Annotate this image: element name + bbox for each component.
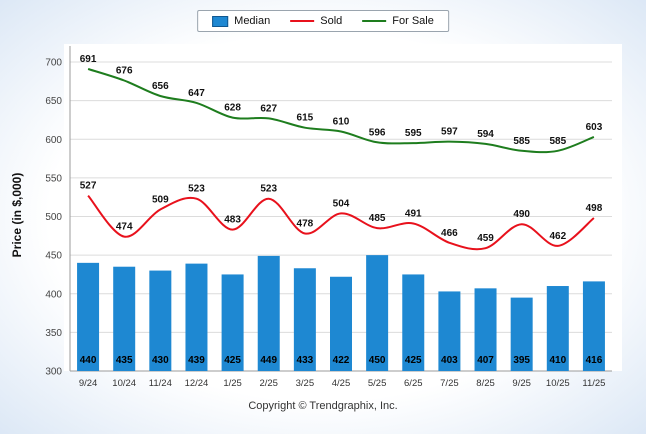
y-tick-label: 550 — [45, 173, 62, 184]
bar — [582, 281, 605, 371]
bar — [366, 255, 389, 371]
line-value-label: 628 — [224, 103, 241, 114]
median-bar-swatch-icon — [212, 15, 229, 27]
line-value-label: 647 — [188, 88, 205, 99]
legend-label-forsale: For Sale — [392, 15, 434, 27]
legend-item-median[interactable]: Median — [212, 15, 270, 27]
bar — [293, 268, 316, 371]
bar-value-label: 440 — [80, 355, 97, 366]
x-tick-label: 5/25 — [368, 378, 387, 389]
bar-value-label: 422 — [333, 355, 350, 366]
bar-value-label: 425 — [224, 355, 241, 366]
bar-value-label: 450 — [369, 355, 386, 366]
line-value-label: 498 — [586, 203, 603, 214]
sold-line-swatch-icon — [290, 20, 315, 22]
line-value-label: 615 — [297, 113, 314, 124]
line-value-label: 597 — [441, 127, 458, 138]
bar-value-label: 439 — [188, 355, 205, 366]
x-tick-label: 9/24 — [79, 378, 98, 389]
legend-label-median: Median — [234, 15, 271, 27]
x-tick-label: 7/25 — [440, 378, 459, 389]
bar-value-label: 425 — [405, 355, 422, 366]
x-tick-label: 3/25 — [296, 378, 315, 389]
bar-value-label: 403 — [441, 355, 458, 366]
y-tick-label: 350 — [45, 328, 62, 339]
bar — [438, 291, 461, 371]
y-tick-label: 300 — [45, 367, 62, 378]
bar-value-label: 407 — [477, 355, 494, 366]
bar — [77, 262, 100, 371]
forsale-line-swatch-icon — [362, 20, 387, 22]
chart-legend: Median Sold For Sale — [197, 10, 449, 32]
bar-value-label: 435 — [116, 355, 133, 366]
y-tick-label: 600 — [45, 135, 62, 146]
line-value-label: 490 — [513, 209, 530, 220]
x-tick-label: 6/25 — [404, 378, 423, 389]
y-tick-label: 500 — [45, 212, 62, 223]
x-tick-label: 8/25 — [476, 378, 495, 389]
bar — [257, 255, 280, 371]
line-value-label: 691 — [80, 54, 97, 65]
y-tick-label: 650 — [45, 96, 62, 107]
x-tick-label: 12/24 — [185, 378, 209, 389]
bar-value-label: 433 — [297, 355, 314, 366]
line-value-label: 603 — [586, 122, 603, 133]
legend-label-sold: Sold — [320, 15, 343, 27]
x-tick-label: 4/25 — [332, 378, 351, 389]
line-value-label: 485 — [369, 213, 386, 224]
y-tick-label: 450 — [45, 251, 62, 262]
bar — [330, 276, 352, 371]
bar — [221, 274, 244, 371]
line-value-label: 459 — [477, 233, 494, 244]
bar-value-label: 395 — [513, 355, 530, 366]
line-value-label: 478 — [297, 218, 314, 229]
legend-item-forsale[interactable]: For Sale — [362, 15, 434, 27]
line-value-label: 610 — [333, 117, 350, 128]
x-tick-label: 10/24 — [112, 378, 136, 389]
y-tick-label: 700 — [45, 58, 62, 69]
bar — [510, 297, 533, 371]
line-value-label: 509 — [152, 195, 169, 206]
line-value-label: 595 — [405, 128, 422, 139]
line-value-label: 523 — [260, 184, 277, 195]
line-value-label: 483 — [224, 215, 241, 226]
bar — [185, 263, 208, 371]
y-tick-label: 400 — [45, 289, 62, 300]
line-value-label: 585 — [513, 136, 530, 147]
line-value-label: 491 — [405, 208, 422, 219]
bar-value-label: 416 — [586, 355, 603, 366]
legend-item-sold[interactable]: Sold — [290, 15, 342, 27]
line-value-label: 527 — [80, 181, 97, 192]
line-value-label: 523 — [188, 184, 205, 195]
copyright: Copyright © Trendgraphix, Inc. — [248, 400, 398, 412]
x-tick-label: 2/25 — [259, 378, 278, 389]
bar — [474, 288, 497, 371]
line-value-label: 585 — [549, 136, 566, 147]
bar — [149, 270, 172, 371]
line-value-label: 594 — [477, 129, 494, 140]
bar-value-label: 449 — [260, 355, 277, 366]
bar-value-label: 430 — [152, 355, 169, 366]
line-value-label: 676 — [116, 66, 133, 77]
line-value-label: 504 — [333, 198, 350, 209]
line-value-label: 596 — [369, 127, 386, 138]
x-tick-label: 11/24 — [149, 378, 172, 389]
x-tick-label: 9/25 — [512, 378, 531, 389]
bar — [546, 286, 569, 371]
line-value-label: 627 — [260, 103, 277, 114]
x-tick-label: 11/25 — [582, 378, 605, 389]
bar-value-label: 410 — [549, 355, 566, 366]
for-sale-line — [87, 68, 595, 154]
bar — [402, 274, 425, 371]
sold-line — [87, 194, 595, 251]
line-value-label: 474 — [116, 222, 133, 233]
x-tick-label: 10/25 — [546, 378, 570, 389]
line-value-label: 462 — [549, 231, 566, 242]
line-value-label: 466 — [441, 228, 458, 239]
line-value-label: 656 — [152, 81, 169, 92]
bar — [113, 266, 136, 371]
x-tick-label: 1/25 — [223, 378, 242, 389]
